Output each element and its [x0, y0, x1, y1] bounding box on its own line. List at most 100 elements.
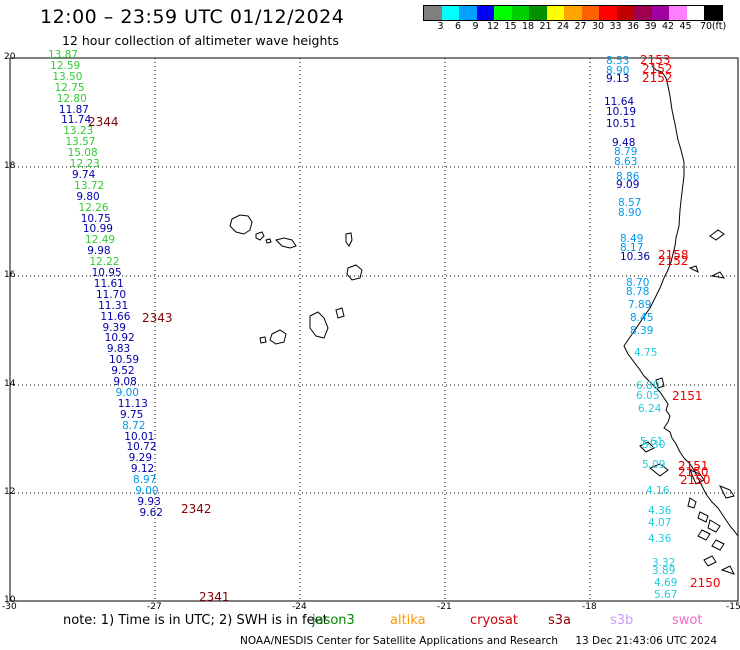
legend-tick-label: 30 — [591, 21, 605, 32]
swh-label: 8.90 — [606, 65, 630, 77]
legend-unit: (ft) — [711, 21, 727, 32]
legend-swatch — [616, 6, 634, 20]
swh-label: 4.36 — [648, 533, 672, 545]
swh-label: 8.97 — [133, 474, 157, 487]
legend-swatch — [529, 6, 547, 20]
legend-swatch — [564, 6, 582, 20]
satellite-altika: altika — [390, 613, 426, 628]
legend-swatch — [424, 6, 442, 20]
swh-label: 9.93 — [137, 495, 161, 508]
map-grid — [10, 58, 738, 601]
swh-label: 12.80 — [56, 92, 87, 105]
pass-time-label: 2158 — [658, 248, 689, 262]
legend-swatch — [459, 6, 477, 20]
swh-label: 9.52 — [111, 365, 135, 378]
pass-time-label: 2151 — [678, 459, 709, 473]
swh-label: 10.72 — [126, 441, 157, 454]
legend-tick-label: 45 — [679, 21, 692, 32]
swh-label: 10.75 — [80, 212, 111, 225]
swh-label: 15.08 — [67, 147, 98, 160]
legend-swatch — [634, 6, 652, 20]
legend-tick-label: 12 — [486, 21, 500, 32]
swh-label: 10.92 — [104, 332, 135, 345]
footer-note: note: 1) Time is in UTC; 2) SWH is in fe… — [63, 613, 328, 628]
swh-label: 9.80 — [76, 190, 100, 203]
island-santiago — [309, 311, 329, 339]
legend-swatch — [511, 6, 529, 20]
swh-label: 4.16 — [646, 485, 670, 497]
swh-label: 5.67 — [654, 589, 678, 601]
pass-time-label: 2151 — [672, 389, 703, 403]
swh-label: 6.05 — [636, 390, 660, 402]
swh-label: 8.72 — [122, 419, 146, 432]
page-subtitle: 12 hour collection of altimeter wave hei… — [62, 33, 339, 48]
swh-label: 4.07 — [648, 517, 672, 529]
legend-swatch — [599, 6, 617, 20]
swh-label: 5.61 — [640, 436, 664, 448]
swh-label: 9.09 — [616, 179, 640, 191]
swh-label: 7.89 — [628, 299, 652, 311]
y-axis-tick: 10 — [4, 595, 16, 605]
swh-label: 8.70 — [626, 277, 650, 289]
island-santo-antao — [229, 214, 253, 235]
legend-tick-label: 9 — [472, 21, 479, 32]
swh-label: 10.99 — [82, 223, 113, 236]
y-axis-tick: 14 — [4, 379, 16, 389]
legend-swatch — [581, 6, 599, 20]
pass-time-label: 2150 — [690, 576, 721, 590]
swh-label: 11.70 — [95, 288, 127, 301]
swh-label: 13.72 — [74, 179, 105, 192]
swh-label: 3.89 — [652, 565, 676, 577]
swh-label: 9.62 — [139, 506, 163, 519]
legend-swatch — [476, 6, 494, 20]
legend-tick-label: 36 — [626, 21, 640, 32]
swh-label: 11.61 — [93, 277, 124, 290]
y-axis-tick: 12 — [4, 487, 16, 497]
page-title: 12:00 – 23:59 UTC 01/12/2024 — [40, 6, 345, 28]
legend-swatch — [494, 6, 512, 20]
pass-time-label: 2152 — [658, 254, 689, 268]
swh-label: 9.00 — [135, 485, 159, 497]
x-axis-tick: -21 — [437, 602, 452, 612]
swh-label: 9.98 — [87, 245, 111, 258]
pass-time-label: 2150 — [680, 473, 711, 487]
swh-label: 9.12 — [130, 463, 155, 476]
satellite-s3b: s3b — [610, 613, 634, 628]
legend-tick-label: 21 — [539, 21, 552, 32]
legend-tick-label: 27 — [574, 21, 587, 32]
swh-label: 11.64 — [604, 96, 635, 108]
swh-label: 6.24 — [638, 403, 662, 415]
credit-text: NOAA/NESDIS Center for Satellite Applica… — [240, 635, 558, 647]
swh-label: 8.53 — [606, 55, 630, 67]
swh-label: 13.50 — [52, 70, 83, 83]
swh-label: 11.13 — [117, 397, 148, 410]
x-axis-tick: -24 — [292, 602, 307, 612]
pass-time-label: 2343 — [142, 311, 173, 325]
coastline-bijagos — [687, 497, 725, 551]
swh-label: 9.08 — [113, 376, 137, 388]
coastline-detail-east — [639, 229, 735, 575]
swh-label: 5.09 — [642, 459, 666, 471]
swh-label: 11.31 — [98, 299, 129, 312]
swh-label: 8.63 — [614, 156, 638, 168]
swh-label: 8.79 — [614, 146, 638, 158]
island-fogo — [269, 329, 287, 345]
satellite-s3a: s3a — [548, 613, 572, 628]
generation-timestamp: 13 Dec 21:43:06 UTC 2024 — [575, 635, 718, 647]
swh-label: 13.23 — [63, 125, 94, 138]
swh-label: 12.23 — [69, 158, 100, 170]
swh-label: 9.29 — [128, 452, 153, 465]
swh-label: 10.36 — [620, 251, 651, 263]
swh-label: 4.36 — [648, 505, 672, 517]
island-sal — [345, 232, 353, 247]
swh-label: 12.59 — [50, 59, 81, 72]
footer-credit: NOAA/NESDIS Center for Satellite Applica… — [240, 635, 717, 647]
swh-label: 8.45 — [630, 312, 654, 324]
swh-label: 12.49 — [85, 234, 116, 247]
legend-swatch — [651, 6, 669, 20]
satellite-swot: swot — [672, 613, 703, 628]
legend-swatch — [546, 6, 564, 20]
swh-label: 11.74 — [61, 114, 92, 127]
legend-tick-label: 18 — [521, 21, 535, 32]
